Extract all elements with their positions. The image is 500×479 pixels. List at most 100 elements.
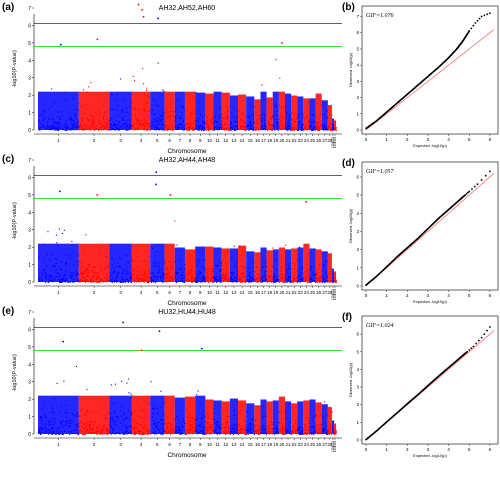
snp-point xyxy=(285,281,287,283)
panel-label: (e) xyxy=(2,306,14,317)
snp-point xyxy=(146,87,148,89)
snp-point xyxy=(162,281,164,283)
snp-point xyxy=(300,129,302,131)
snp-point xyxy=(208,281,210,284)
qq-point xyxy=(484,174,487,177)
x-axis-label: Chromosome xyxy=(167,148,206,155)
snp-band xyxy=(266,250,273,282)
snp-band xyxy=(205,399,214,434)
snp-point xyxy=(126,382,128,384)
snp-point xyxy=(145,89,147,91)
snp-point xyxy=(72,281,74,284)
chromosome-6-points xyxy=(164,395,176,435)
chromosome-10-points xyxy=(205,246,215,284)
snp-band xyxy=(284,249,292,282)
snp-band xyxy=(221,401,230,434)
snp-band xyxy=(213,400,222,434)
snp-point xyxy=(225,433,227,435)
snp-point xyxy=(267,281,269,283)
chromosome-25-points xyxy=(309,399,317,436)
x-tick-label: 7 xyxy=(179,442,182,447)
qq-point xyxy=(468,190,471,193)
chromosome-3-points xyxy=(109,243,133,284)
manhattan-plot: (c) AH32,AH44,AH4801234567-log10(P-value)… xyxy=(2,154,342,307)
snp-point xyxy=(332,281,334,283)
x-tick-label: 6 xyxy=(489,447,492,452)
snp-point xyxy=(331,114,333,116)
qq-point xyxy=(472,24,475,27)
top-snp xyxy=(158,330,161,333)
qq-point xyxy=(464,194,466,196)
snp-band xyxy=(266,401,273,434)
snp-point xyxy=(192,129,194,131)
snp-point xyxy=(247,433,249,435)
snp-point xyxy=(85,234,87,236)
x-tick-label: 6 xyxy=(168,442,171,447)
y-tick-label: 5 xyxy=(356,193,359,198)
snp-point xyxy=(119,433,121,435)
snp-band xyxy=(131,91,151,130)
panel-label: (c) xyxy=(2,154,14,165)
snp-point xyxy=(66,129,68,131)
x-tick-label: 26 xyxy=(316,138,322,143)
snp-point xyxy=(68,281,70,283)
snp-point xyxy=(118,129,120,131)
snp-band xyxy=(246,251,255,282)
snp-point xyxy=(116,281,118,283)
chromosome-20-points xyxy=(278,77,287,130)
qq-points xyxy=(365,326,491,441)
y-axis-label: Observed -log10(p) xyxy=(348,52,353,87)
snp-point xyxy=(58,228,60,230)
snp-point xyxy=(98,129,100,131)
chromosome-21-points xyxy=(284,93,292,131)
snp-point xyxy=(323,281,325,283)
snp-point xyxy=(298,433,300,435)
chromosome-13-points xyxy=(229,398,239,435)
y-axis-label: Observed -log10(p) xyxy=(348,362,353,397)
x-tick-label: 0 xyxy=(365,447,368,452)
snp-point xyxy=(230,129,232,131)
snp-point xyxy=(114,129,116,131)
x-tick-label: 15 xyxy=(248,138,254,143)
x-tick-label: 4 xyxy=(140,290,143,295)
snp-point xyxy=(205,129,207,131)
chromosome-LGE64-points xyxy=(333,271,337,283)
chromosome-18-points xyxy=(266,401,274,435)
manhattan-plot: (e) HU32,HU44,HU4801234567-log10(P-value)… xyxy=(2,306,342,459)
chromosome-1-points xyxy=(38,228,80,284)
snp-point xyxy=(298,129,300,131)
snp-band xyxy=(327,253,332,282)
x-tick-label: 1 xyxy=(385,447,388,452)
snp-point xyxy=(102,433,104,435)
x-tick-label: 17 xyxy=(261,138,267,143)
snp-band xyxy=(150,395,165,434)
snp-point xyxy=(71,240,73,242)
x-axis-label: Chromosome xyxy=(167,452,206,459)
snp-point xyxy=(216,433,218,435)
chromosome-17-points xyxy=(260,84,267,131)
snp-point xyxy=(306,129,308,131)
snp-point xyxy=(268,433,270,435)
chromosome-27-points xyxy=(321,100,329,131)
snp-point xyxy=(270,281,273,283)
snp-band xyxy=(278,247,285,282)
snp-point xyxy=(142,433,144,435)
x-tick-label: 25 xyxy=(310,138,316,143)
snp-band xyxy=(291,95,298,130)
x-tick-label: 6 xyxy=(168,290,171,295)
snp-point xyxy=(160,390,162,392)
x-tick-label: 11 xyxy=(215,138,220,143)
snp-point xyxy=(58,129,60,132)
snp-point xyxy=(61,232,64,235)
snp-point xyxy=(219,281,221,283)
snp-point xyxy=(163,90,165,92)
snp-point xyxy=(133,433,135,435)
snp-point xyxy=(245,129,247,131)
snp-point xyxy=(44,281,47,283)
x-tick-label: 4 xyxy=(140,442,143,447)
chromosome-8-points xyxy=(184,91,197,132)
snp-point xyxy=(275,59,277,61)
snp-point xyxy=(214,129,216,131)
qq-point xyxy=(483,333,486,336)
x-tick-label: 27 xyxy=(322,138,328,143)
